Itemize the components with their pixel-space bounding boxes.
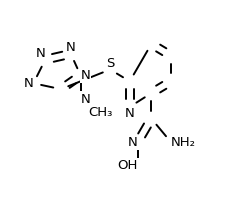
Text: CH₃: CH₃ <box>88 106 112 119</box>
Text: N: N <box>124 107 134 120</box>
Text: S: S <box>106 56 114 69</box>
Text: NH₂: NH₂ <box>170 136 195 149</box>
Text: N: N <box>24 77 33 90</box>
Text: N: N <box>66 41 75 54</box>
Text: N: N <box>80 69 90 82</box>
Text: N: N <box>127 136 137 149</box>
Text: N: N <box>80 92 90 106</box>
Text: OH: OH <box>117 159 137 172</box>
Text: N: N <box>35 47 45 60</box>
